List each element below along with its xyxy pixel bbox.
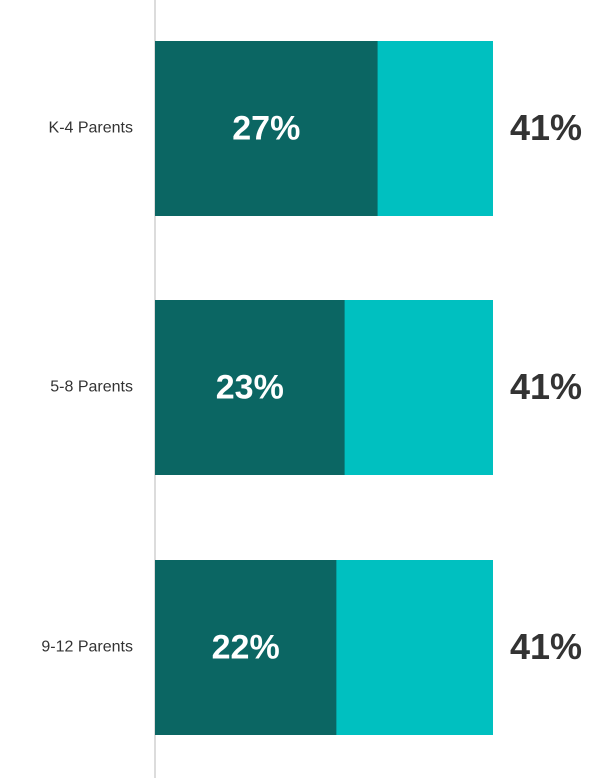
category-label: 5-8 Parents [50,379,133,396]
total-label: 41% [510,107,582,148]
bar [155,300,345,475]
value-label: 22% [212,628,280,666]
category-label: 9-12 Parents [41,639,133,656]
bar [155,41,378,216]
value-label: 27% [232,109,300,147]
category-label: K-4 Parents [49,120,133,137]
bar [155,560,337,735]
value-label: 23% [216,368,284,406]
total-label: 41% [510,626,582,667]
total-label: 41% [510,366,582,407]
